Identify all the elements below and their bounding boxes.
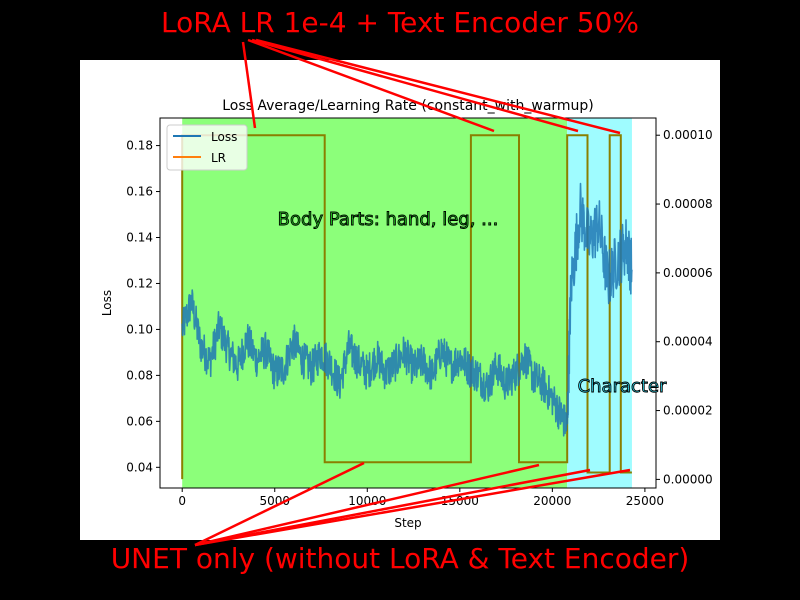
shaded-regions xyxy=(182,118,632,488)
loss-line xyxy=(181,182,633,437)
y-tick-label: 0.08 xyxy=(126,368,153,382)
region-character-label: Character xyxy=(578,376,667,397)
loss-series xyxy=(181,182,633,437)
y-tick-label: 0.04 xyxy=(126,460,153,474)
y-tick-label: 0.12 xyxy=(126,276,153,290)
y-axis-label: Loss xyxy=(100,290,114,316)
top-arrow-3 xyxy=(251,38,579,133)
x-tick-label: 25000 xyxy=(626,494,664,508)
y2-tick-label: 0.00004 xyxy=(663,335,713,349)
plot-frame xyxy=(159,117,657,489)
legend-lr-label: LR xyxy=(211,151,226,165)
x-tick-label: 0 xyxy=(178,494,186,508)
bottom-annotation: UNET only (without LoRA & Text Encoder) xyxy=(110,542,690,575)
y2-tick-label: 0.00010 xyxy=(663,128,713,142)
region-band-2 xyxy=(567,118,632,488)
region-band-1 xyxy=(182,118,568,488)
annotation-arrows xyxy=(194,38,631,547)
bottom-arrow-2 xyxy=(194,463,540,547)
bottom-arrow-4 xyxy=(194,468,631,547)
x-tick-label: 10000 xyxy=(348,494,386,508)
axis-ticks: 0 5000 10000 15000 20000 250000.040.060.080.1… xyxy=(126,128,712,508)
region-body-label: Body Parts: hand, leg, ... xyxy=(278,209,499,230)
y-tick-label: 0.06 xyxy=(126,414,153,428)
y2-tick-label: 0.00008 xyxy=(663,197,713,211)
y2-tick-label: 0.00000 xyxy=(663,472,713,486)
legend: Loss LR xyxy=(166,124,248,171)
top-annotation: LoRA LR 1e-4 + Text Encoder 50% xyxy=(161,6,639,39)
x-axis-label: Step xyxy=(394,516,421,530)
top-arrow-1 xyxy=(241,41,257,129)
x-tick-label: 20000 xyxy=(533,494,571,508)
y-tick-label: 0.14 xyxy=(126,231,153,245)
legend-loss-label: Loss xyxy=(211,130,237,144)
top-arrow-4 xyxy=(255,38,621,135)
y-tick-label: 0.10 xyxy=(126,322,153,336)
y2-tick-label: 0.00006 xyxy=(663,266,713,280)
bottom-arrow-1 xyxy=(194,461,365,547)
top-arrow-2 xyxy=(247,38,495,133)
y-tick-label: 0.16 xyxy=(126,185,153,199)
x-tick-label: 5000 xyxy=(259,494,290,508)
y2-tick-label: 0.00002 xyxy=(663,404,713,418)
y-tick-label: 0.18 xyxy=(126,139,153,153)
